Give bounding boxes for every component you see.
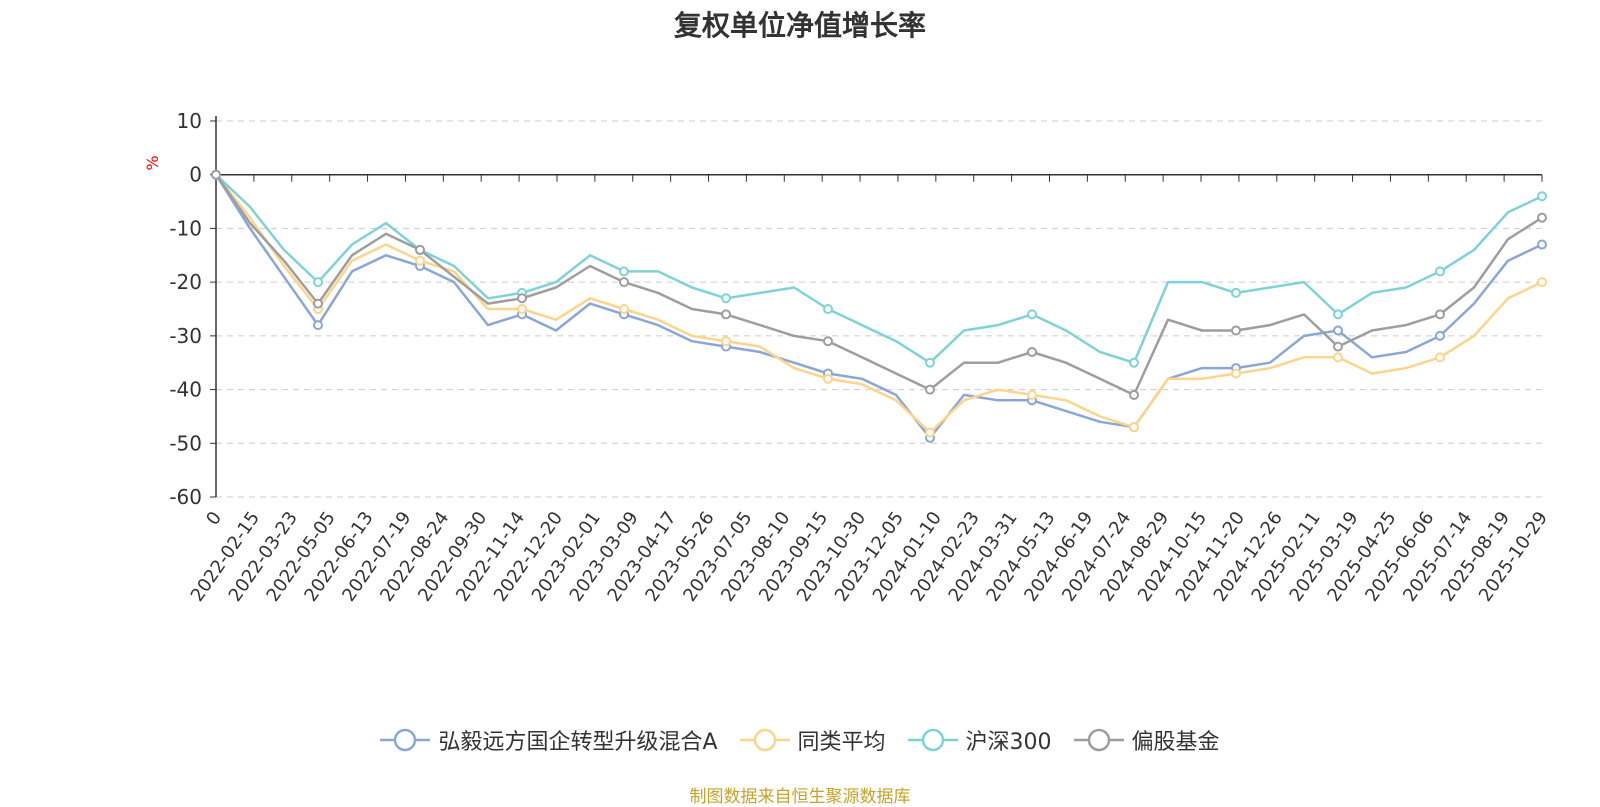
- data-point: [1333, 352, 1343, 363]
- legend-label: 同类平均: [797, 730, 886, 755]
- data-point: [1231, 287, 1241, 298]
- data-point: [1537, 191, 1547, 202]
- legend-item[interactable]: 同类平均: [739, 724, 886, 756]
- source-footer: 制图数据来自恒生聚源数据库: [689, 787, 911, 807]
- data-point: [1333, 309, 1343, 320]
- y-tick-label: -50: [169, 431, 202, 455]
- data-point: [1231, 368, 1241, 379]
- legend-item[interactable]: 偏股基金: [1073, 724, 1220, 756]
- data-point: [1027, 389, 1037, 400]
- data-point: [517, 304, 527, 314]
- data-point: [925, 384, 935, 395]
- data-point: [1129, 357, 1139, 368]
- data-point: [1333, 341, 1343, 352]
- data-point: [415, 255, 425, 266]
- data-point: [721, 336, 731, 347]
- data-point: [1537, 239, 1547, 250]
- legend-swatch-icon: [1073, 728, 1124, 752]
- legend-label: 弘毅远方国企转型升级混合A: [438, 730, 718, 755]
- data-point: [619, 277, 629, 288]
- y-tick-label: 0: [189, 163, 202, 187]
- legend-swatch-icon: [380, 728, 431, 752]
- data-point: [1231, 325, 1241, 336]
- series-line: [215, 173, 1543, 434]
- series-line: [214, 174, 1543, 440]
- y-tick-label: -30: [169, 324, 202, 348]
- data-point: [721, 293, 731, 304]
- data-point: [823, 336, 833, 347]
- x-tick-label: 0: [202, 508, 226, 529]
- axes: [210, 116, 1543, 498]
- y-tick-label: -20: [169, 270, 202, 294]
- series-lines: [211, 169, 1547, 443]
- grid-lines: [216, 120, 1542, 498]
- data-point: [1435, 330, 1445, 341]
- y-tick-label: -40: [169, 378, 202, 402]
- data-point: [823, 373, 833, 384]
- legend-label: 偏股基金: [1131, 730, 1220, 755]
- data-point: [313, 277, 323, 288]
- legend-swatch-icon: [739, 728, 790, 752]
- data-point: [415, 244, 425, 255]
- data-point: [211, 169, 221, 180]
- data-point: [619, 266, 629, 277]
- series-line: [214, 173, 1543, 397]
- data-point: [1027, 346, 1037, 357]
- data-point: [925, 427, 935, 438]
- legend-label: 沪深300: [965, 730, 1052, 755]
- data-point: [1435, 266, 1445, 277]
- chart-title: 复权单位净值增长率: [673, 9, 926, 42]
- data-point: [823, 304, 833, 314]
- data-point: [1537, 212, 1547, 223]
- y-axis-label: %: [143, 155, 162, 170]
- data-point: [313, 298, 323, 309]
- data-point: [1027, 309, 1037, 320]
- data-point: [517, 293, 527, 304]
- data-point: [1333, 325, 1343, 336]
- data-point: [1129, 422, 1139, 433]
- y-tick-label: -60: [169, 485, 202, 509]
- data-point: [1435, 309, 1445, 320]
- legend: 弘毅远方国企转型升级混合A 同类平均 沪深300 偏股基金: [0, 724, 1600, 756]
- legend-item[interactable]: 沪深300: [907, 724, 1052, 756]
- data-point: [1129, 389, 1139, 400]
- y-tick-label: 10: [177, 109, 202, 133]
- data-point: [1435, 352, 1445, 363]
- legend-swatch-icon: [907, 728, 958, 752]
- data-point: [925, 357, 935, 368]
- data-point: [1537, 277, 1547, 288]
- data-point: [313, 320, 323, 331]
- series-line: [215, 173, 1543, 364]
- data-point: [721, 309, 731, 320]
- legend-item[interactable]: 弘毅远方国企转型升级混合A: [380, 724, 718, 756]
- y-tick-label: -10: [169, 216, 202, 240]
- data-point: [619, 304, 629, 314]
